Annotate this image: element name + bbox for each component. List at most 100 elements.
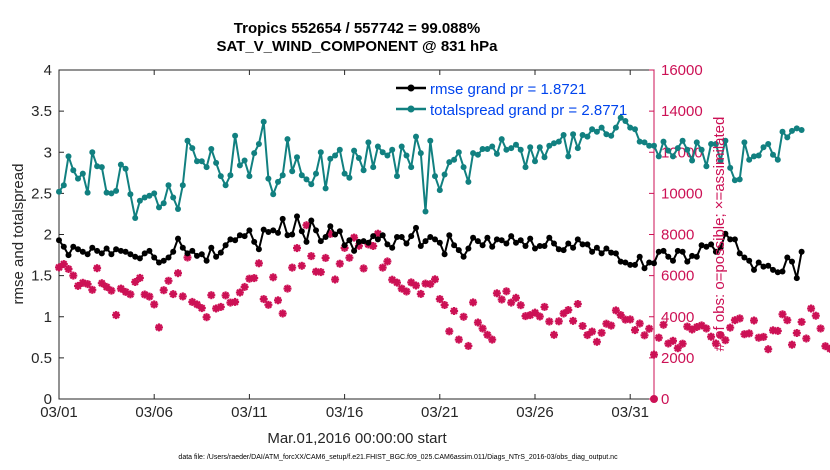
- obs-point: [735, 314, 744, 323]
- obs-stroke: [745, 329, 753, 338]
- obs-point: [250, 274, 259, 283]
- rmse-point: [731, 236, 738, 243]
- rmse-point: [793, 275, 800, 282]
- rmse-point: [165, 254, 172, 261]
- obs-point: [626, 315, 635, 324]
- rmse-point: [198, 251, 205, 258]
- y2-tick-label: 10000: [661, 185, 703, 202]
- obs-point: [807, 304, 816, 313]
- spread-point: [655, 153, 662, 160]
- rmse-point: [770, 266, 776, 273]
- rmse-point: [394, 234, 400, 240]
- spread-point: [446, 159, 453, 166]
- spread-point: [517, 146, 524, 153]
- spread-point: [555, 138, 562, 145]
- spread-point: [703, 163, 710, 170]
- obs-stroke: [655, 334, 663, 342]
- obs-stroke: [697, 321, 706, 330]
- rmse-point: [422, 238, 429, 245]
- spread-point: [474, 151, 481, 158]
- rmse-point: [341, 242, 348, 249]
- obs-point: [773, 326, 782, 335]
- spread-point: [327, 155, 334, 162]
- y-tick-label: 2.5: [31, 185, 52, 202]
- rmse-point: [351, 247, 358, 254]
- rmse-point: [546, 234, 553, 241]
- spread-point: [765, 141, 772, 147]
- obs-stroke: [626, 315, 634, 324]
- y2-tick-label: 14000: [661, 103, 703, 120]
- spread-point: [346, 174, 353, 181]
- rmse-point: [551, 240, 557, 247]
- spread-point: [194, 158, 200, 165]
- obs-stroke: [498, 295, 506, 304]
- obs-point: [745, 329, 754, 338]
- rmse-series: [56, 213, 805, 282]
- spread-point: [413, 133, 419, 140]
- obs-stroke: [826, 347, 830, 353]
- rmse-point: [779, 268, 786, 275]
- obs-stroke: [83, 280, 92, 288]
- legend-label-spread: totalspread grand pr = 2.8771: [430, 102, 627, 119]
- rmse-point: [474, 238, 481, 245]
- rmse-point: [260, 226, 267, 233]
- spread-point: [798, 127, 805, 133]
- obs-point: [473, 318, 482, 327]
- obs-point: [431, 275, 439, 284]
- spread-point: [760, 144, 767, 151]
- rmse-point: [213, 253, 220, 260]
- rmse-point: [684, 258, 691, 265]
- spread-point: [589, 126, 596, 133]
- rmse-point: [113, 246, 120, 253]
- obs-stroke: [160, 286, 168, 294]
- obs-point: [707, 332, 716, 341]
- y-tick-label: 1.5: [31, 268, 52, 285]
- obs-point: [293, 244, 301, 253]
- rmse-point: [603, 245, 610, 252]
- rmse-point: [436, 239, 443, 246]
- spread-point: [184, 137, 191, 144]
- spread-point: [260, 118, 267, 125]
- obs-point: [359, 264, 368, 273]
- rmse-point: [298, 228, 305, 235]
- rmse-point: [565, 240, 572, 247]
- spread-point: [622, 118, 629, 124]
- spread-point: [170, 194, 177, 201]
- spread-point: [289, 168, 296, 175]
- obs-point: [802, 334, 811, 343]
- spread-point: [670, 153, 676, 160]
- spread-point: [746, 156, 753, 163]
- rmse-point: [79, 248, 86, 255]
- spread-point: [770, 151, 776, 158]
- rmse-point: [236, 232, 243, 239]
- spread-point: [136, 197, 143, 204]
- obs-stroke: [574, 300, 582, 308]
- spread-point: [717, 157, 724, 164]
- spread-point: [627, 124, 634, 131]
- spread-point: [332, 152, 339, 159]
- spread-point: [617, 114, 624, 121]
- obs-stroke: [488, 335, 496, 344]
- spread-point: [513, 141, 519, 148]
- obs-point: [412, 281, 420, 290]
- spread-point: [279, 172, 286, 179]
- spread-point: [689, 157, 696, 164]
- rmse-point: [94, 247, 101, 254]
- obs-stroke: [555, 317, 563, 325]
- rmse-point: [151, 254, 158, 261]
- rmse-point: [384, 241, 391, 248]
- obs-point: [512, 293, 520, 302]
- obs-stroke: [164, 277, 173, 285]
- rmse-point: [517, 237, 524, 244]
- legend-label-rmse: rmse grand pr = 1.8721: [430, 81, 586, 98]
- obs-stroke: [122, 288, 130, 296]
- spread-point: [160, 200, 167, 207]
- obs-point: [259, 295, 268, 304]
- legend-marker-rmse: [407, 84, 415, 92]
- spread-point: [341, 170, 348, 177]
- spread-point: [222, 182, 229, 189]
- obs-point: [216, 302, 225, 311]
- obs-stroke: [221, 291, 230, 299]
- spread-point: [722, 137, 729, 144]
- obs-stroke: [821, 342, 829, 350]
